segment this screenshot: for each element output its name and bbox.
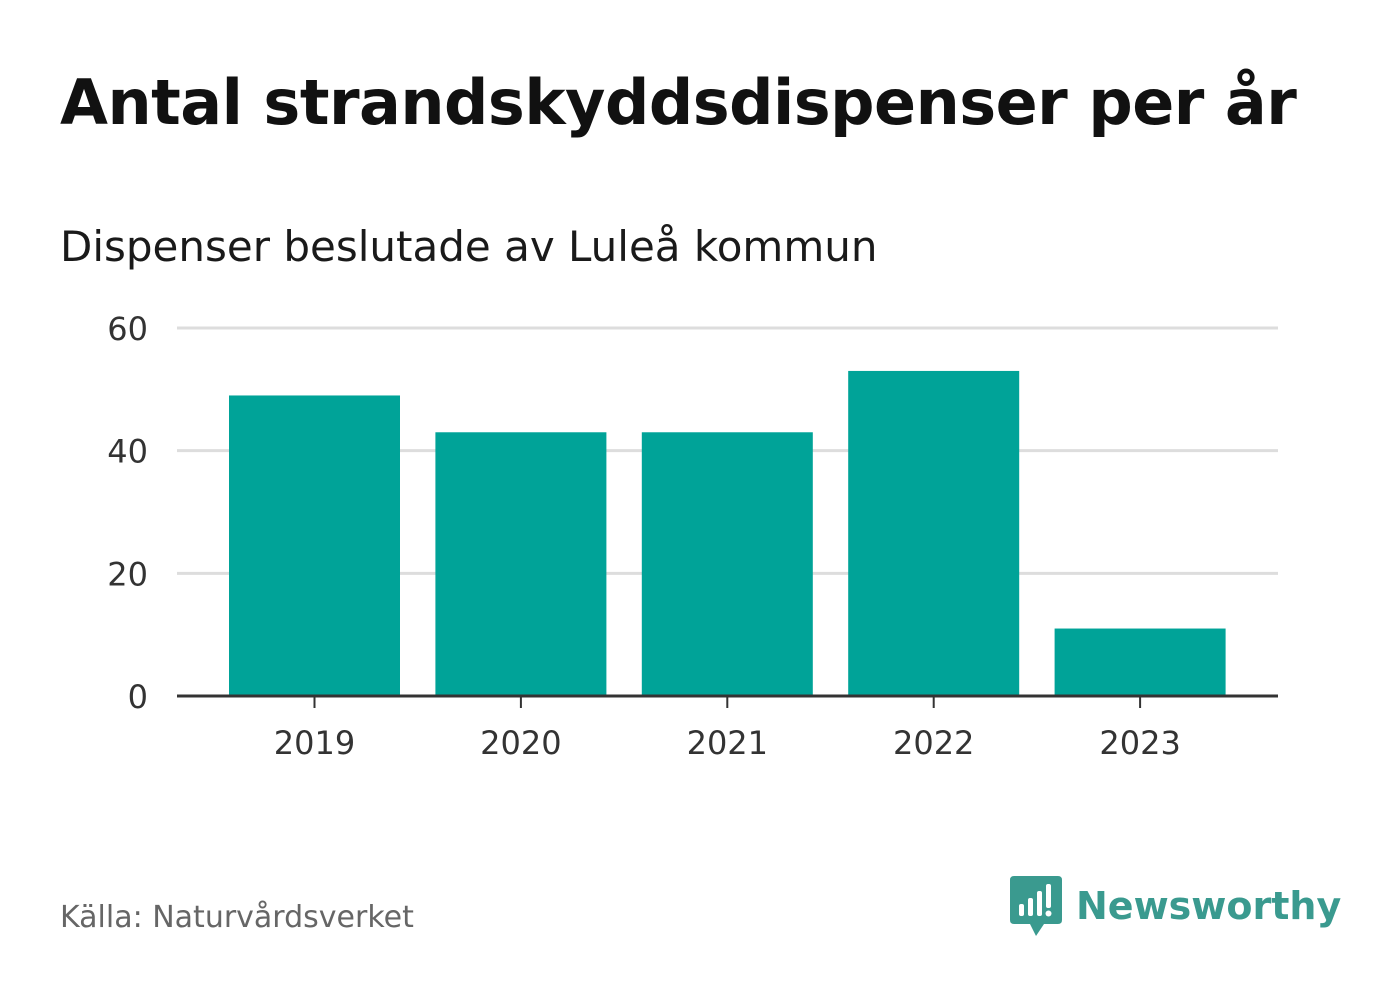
y-tick-label: 40 — [107, 433, 148, 471]
y-tick-labels: 0 20 40 60 — [107, 310, 148, 716]
newsworthy-logo-icon — [1010, 876, 1062, 936]
x-tick-label: 2019 — [274, 724, 355, 762]
chart-title: Antal strandskyddsdispenser per år — [60, 66, 1297, 139]
bar-2023 — [1054, 628, 1226, 696]
x-tick-label: 2020 — [480, 724, 561, 762]
bar-2020 — [435, 432, 607, 696]
x-tick-label: 2022 — [893, 724, 974, 762]
y-tick-label: 0 — [128, 678, 148, 716]
y-tick-label: 20 — [107, 555, 148, 593]
brand-logo: Newsworthy — [1010, 876, 1341, 936]
brand-name: Newsworthy — [1076, 884, 1342, 928]
x-tick-label: 2021 — [687, 724, 768, 762]
source-credit: Källa: Naturvårdsverket — [60, 900, 414, 935]
x-tick-label: 2023 — [1099, 724, 1180, 762]
bar-2022 — [848, 370, 1020, 696]
bar-2019 — [229, 395, 400, 696]
bars — [229, 370, 1226, 696]
chart-subtitle: Dispenser beslutade av Luleå kommun — [60, 222, 878, 271]
x-tick-labels: 2019 2020 2021 2022 2023 — [274, 696, 1181, 762]
bar-2021 — [641, 432, 813, 696]
y-tick-label: 60 — [107, 310, 148, 348]
